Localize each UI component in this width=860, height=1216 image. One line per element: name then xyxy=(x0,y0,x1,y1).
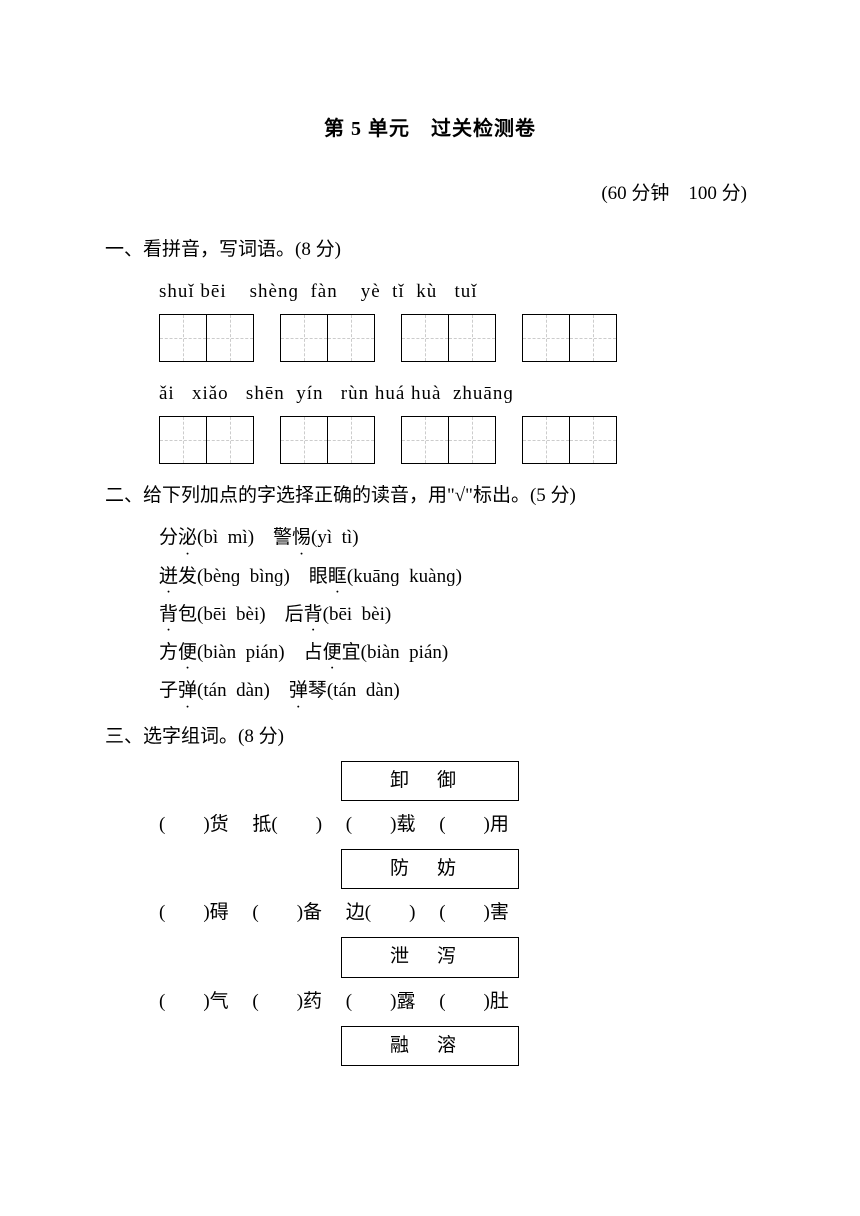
char-box-group xyxy=(159,416,254,464)
char-box-group xyxy=(401,416,496,464)
char-cell xyxy=(160,315,207,361)
choice-box-row: 防妨 xyxy=(105,849,755,889)
char-box-group xyxy=(401,314,496,362)
char-cell xyxy=(281,315,328,361)
blank-row: ( )气 ( )药 ( )露 ( )肚 xyxy=(105,984,755,1020)
char-box-group xyxy=(522,416,617,464)
section-2-head: 二、给下列加点的字选择正确的读音，用"√"标出。(5 分) xyxy=(105,478,755,514)
char-cell xyxy=(523,315,570,361)
choice-box: 防妨 xyxy=(341,849,519,889)
exam-meta: (60 分钟 100 分) xyxy=(105,176,755,212)
char-box-group xyxy=(522,314,617,362)
pronunciation-line: 分泌(bì mì) 警惕(yì tì) xyxy=(105,520,755,556)
char-cell xyxy=(281,417,328,463)
boxes-row-1 xyxy=(105,314,755,362)
pinyin-row-1: shuǐ bēi shènɡ fàn yè tǐ kù tuǐ xyxy=(105,274,755,310)
dotted-char: 迸 xyxy=(159,559,178,595)
char-cell xyxy=(570,315,616,361)
char-cell xyxy=(207,315,253,361)
blank-row: ( )碍 ( )备 边( ) ( )害 xyxy=(105,895,755,931)
choice-box: 卸御 xyxy=(341,761,519,801)
choice-box: 融溶 xyxy=(341,1026,519,1066)
char-box-group xyxy=(280,314,375,362)
char-cell xyxy=(328,315,374,361)
dotted-char: 弹 xyxy=(289,673,308,709)
section-2: 二、给下列加点的字选择正确的读音，用"√"标出。(5 分) 分泌(bì mì) … xyxy=(105,478,755,709)
char-box-group xyxy=(280,416,375,464)
char-box-group xyxy=(159,314,254,362)
page-title: 第 5 单元 过关检测卷 xyxy=(105,110,755,148)
dotted-char: 弹 xyxy=(178,673,197,709)
char-cell xyxy=(207,417,253,463)
choice-box: 泄泻 xyxy=(341,937,519,977)
section-3-head: 三、选字组词。(8 分) xyxy=(105,719,755,755)
dotted-char: 背 xyxy=(304,597,323,633)
char-cell xyxy=(449,417,495,463)
choice-box-row: 泄泻 xyxy=(105,937,755,977)
dotted-char: 眶 xyxy=(328,559,347,595)
dotted-char: 背 xyxy=(159,597,178,633)
char-cell xyxy=(523,417,570,463)
section-1: 一、看拼音，写词语。(8 分) shuǐ bēi shènɡ fàn yè tǐ… xyxy=(105,232,755,464)
dotted-char: 泌 xyxy=(178,520,197,556)
char-cell xyxy=(328,417,374,463)
pronunciation-line: 子弹(tán dàn) 弹琴(tán dàn) xyxy=(105,673,755,709)
pinyin-row-2: ǎi xiǎo shēn yín rùn huá huà zhuānɡ xyxy=(105,376,755,412)
choice-box-row: 融溶 xyxy=(105,1026,755,1066)
char-cell xyxy=(402,417,449,463)
pronunciation-line: 背包(bēi bèi) 后背(bēi bèi) xyxy=(105,597,755,633)
choice-box-row: 卸御 xyxy=(105,761,755,801)
pronunciation-line: 迸发(bènɡ bìnɡ) 眼眶(kuānɡ kuànɡ) xyxy=(105,559,755,595)
pronunciation-line: 方便(biàn pián) 占便宜(biàn pián) xyxy=(105,635,755,671)
section-1-head: 一、看拼音，写词语。(8 分) xyxy=(105,232,755,268)
dotted-char: 惕 xyxy=(292,520,311,556)
boxes-row-2 xyxy=(105,416,755,464)
char-cell xyxy=(160,417,207,463)
dotted-char: 便 xyxy=(323,635,342,671)
char-cell xyxy=(570,417,616,463)
char-cell xyxy=(402,315,449,361)
char-cell xyxy=(449,315,495,361)
dotted-char: 便 xyxy=(178,635,197,671)
section-3: 三、选字组词。(8 分) 卸御 ( )货 抵( ) ( )载 ( )用防妨 ( )碍… xyxy=(105,719,755,1066)
blank-row: ( )货 抵( ) ( )载 ( )用 xyxy=(105,807,755,843)
